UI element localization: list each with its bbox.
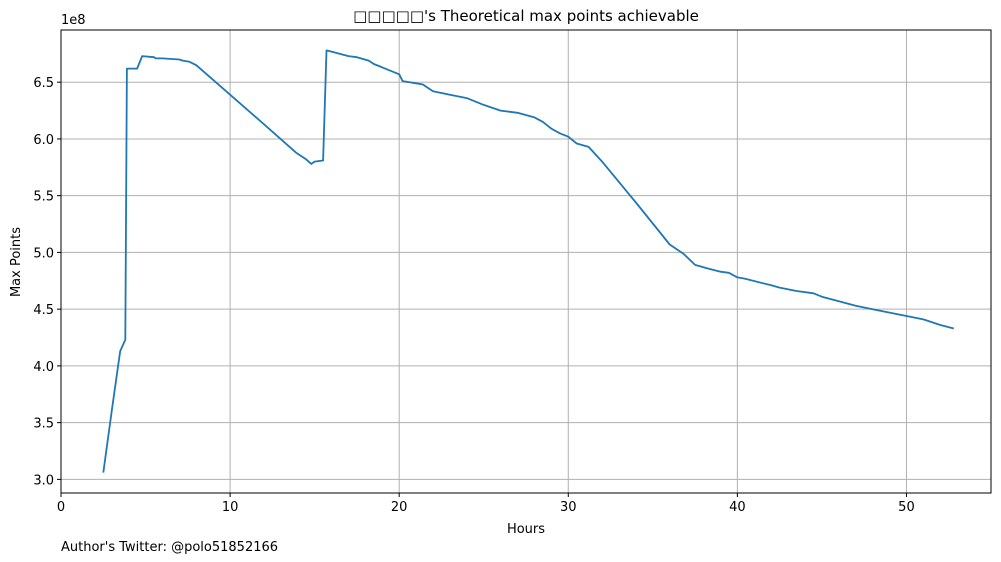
chart-title: □□□□□'s Theoretical max points achievabl… xyxy=(353,7,699,25)
x-axis: 0 10 20 30 40 50 xyxy=(57,493,915,515)
y-tick-label: 6.0 xyxy=(33,133,54,148)
author-annotation: Author's Twitter: @polo51852166 xyxy=(61,540,278,555)
x-tick-label: 30 xyxy=(560,500,577,515)
x-axis-label: Hours xyxy=(507,522,545,537)
series-layer xyxy=(102,49,955,473)
x-tick-label: 50 xyxy=(898,500,915,515)
y-offset-label: 1e8 xyxy=(61,13,86,28)
y-tick-label: 4.5 xyxy=(33,303,54,318)
x-tick-label: 0 xyxy=(57,500,65,515)
x-tick-label: 40 xyxy=(729,500,746,515)
series-line-0 xyxy=(102,49,955,473)
x-tick-label: 10 xyxy=(222,500,239,515)
plot-frame xyxy=(60,29,992,494)
y-tick-label: 4.0 xyxy=(33,360,54,375)
grid xyxy=(60,30,991,493)
x-tick-label: 20 xyxy=(391,500,408,515)
y-axis: 3.0 3.5 4.0 4.5 5.0 5.5 6.0 6.5 xyxy=(33,76,61,488)
y-axis-label: Max Points xyxy=(9,227,24,297)
y-tick-label: 5.0 xyxy=(33,246,54,261)
y-tick-label: 6.5 xyxy=(33,76,54,91)
y-tick-label: 5.5 xyxy=(33,190,54,205)
y-tick-label: 3.0 xyxy=(33,473,54,488)
y-tick-label: 3.5 xyxy=(33,417,54,432)
